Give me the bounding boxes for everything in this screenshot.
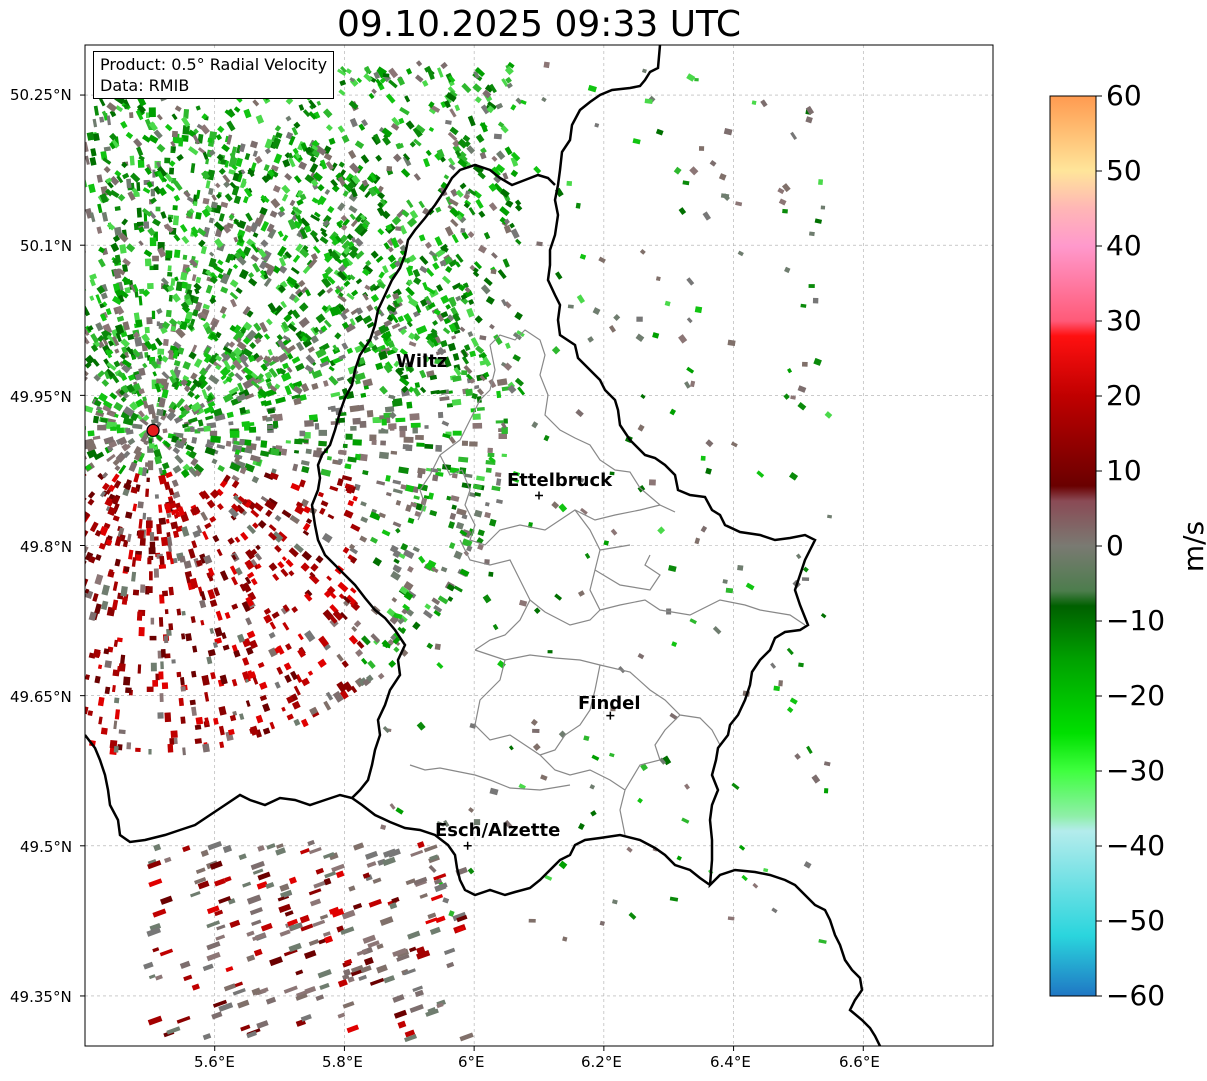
y-tick-label: 50.25°N xyxy=(10,86,72,104)
city-label-wiltz: Wiltz xyxy=(396,351,448,372)
country-border xyxy=(85,45,882,1046)
colorbar-tick-label: −50 xyxy=(1106,904,1166,937)
country-borders xyxy=(85,45,882,1046)
city-label-esch: Esch/Alzette xyxy=(435,820,561,841)
x-tick-label: 5.6°E xyxy=(194,1053,235,1071)
city-label-ettelbruck: Ettelbruck xyxy=(507,470,613,491)
data-source-label: Data: RMIB xyxy=(100,76,190,95)
colorbar-tick-label: 40 xyxy=(1106,229,1142,262)
colorbar-tick-label: −30 xyxy=(1106,754,1166,787)
x-tick-label: 6.6°E xyxy=(839,1053,880,1071)
x-tick-label: 5.8°E xyxy=(322,1053,363,1071)
colorbar-tick-label: −40 xyxy=(1106,829,1166,862)
radar-echoes xyxy=(85,60,833,1043)
colorbar-ticks xyxy=(1096,95,1102,997)
chart-title: 09.10.2025 09:33 UTC xyxy=(336,4,742,45)
colorbar-tick-label: 30 xyxy=(1106,304,1142,337)
city-marker xyxy=(535,491,543,500)
y-axis-ticks xyxy=(80,94,85,997)
canton-border xyxy=(409,329,806,836)
city-marker xyxy=(606,711,615,720)
colorbar-tick-label: 0 xyxy=(1106,529,1124,562)
y-tick-label: 49.8°N xyxy=(20,538,73,556)
x-axis-ticks xyxy=(214,1046,864,1051)
x-tick-label: 6.2°E xyxy=(581,1053,622,1071)
colorbar-tick-label: 50 xyxy=(1106,154,1142,187)
x-tick-label: 6.4°E xyxy=(710,1053,751,1071)
y-tick-label: 49.65°N xyxy=(10,688,72,706)
info-box: Product: 0.5° Radial Velocity Data: RMIB xyxy=(93,51,335,99)
colorbar-tick-label: 20 xyxy=(1106,379,1142,412)
colorbar-tick-label: −10 xyxy=(1106,604,1166,637)
city-marker xyxy=(463,841,472,850)
y-tick-label: 50.1°N xyxy=(20,237,73,255)
colorbar-unit-label: m/s xyxy=(1177,520,1207,573)
radar-site-marker xyxy=(146,423,160,437)
x-tick-label: 6°E xyxy=(458,1053,485,1071)
colorbar-tick-label: −60 xyxy=(1106,979,1166,1012)
y-tick-label: 49.5°N xyxy=(20,838,73,856)
colorbar-tick-label: 60 xyxy=(1106,79,1142,112)
map-grid xyxy=(85,45,993,1046)
colorbar-tick-label: −20 xyxy=(1106,679,1166,712)
city-label-findel: Findel xyxy=(578,693,641,714)
city-markers xyxy=(463,491,615,850)
colorbar-tick-label: 10 xyxy=(1106,454,1142,487)
product-label: Product: 0.5° Radial Velocity xyxy=(100,55,328,74)
y-tick-label: 49.35°N xyxy=(10,988,72,1006)
colorbar xyxy=(1049,95,1097,997)
y-tick-label: 49.95°N xyxy=(10,388,72,406)
